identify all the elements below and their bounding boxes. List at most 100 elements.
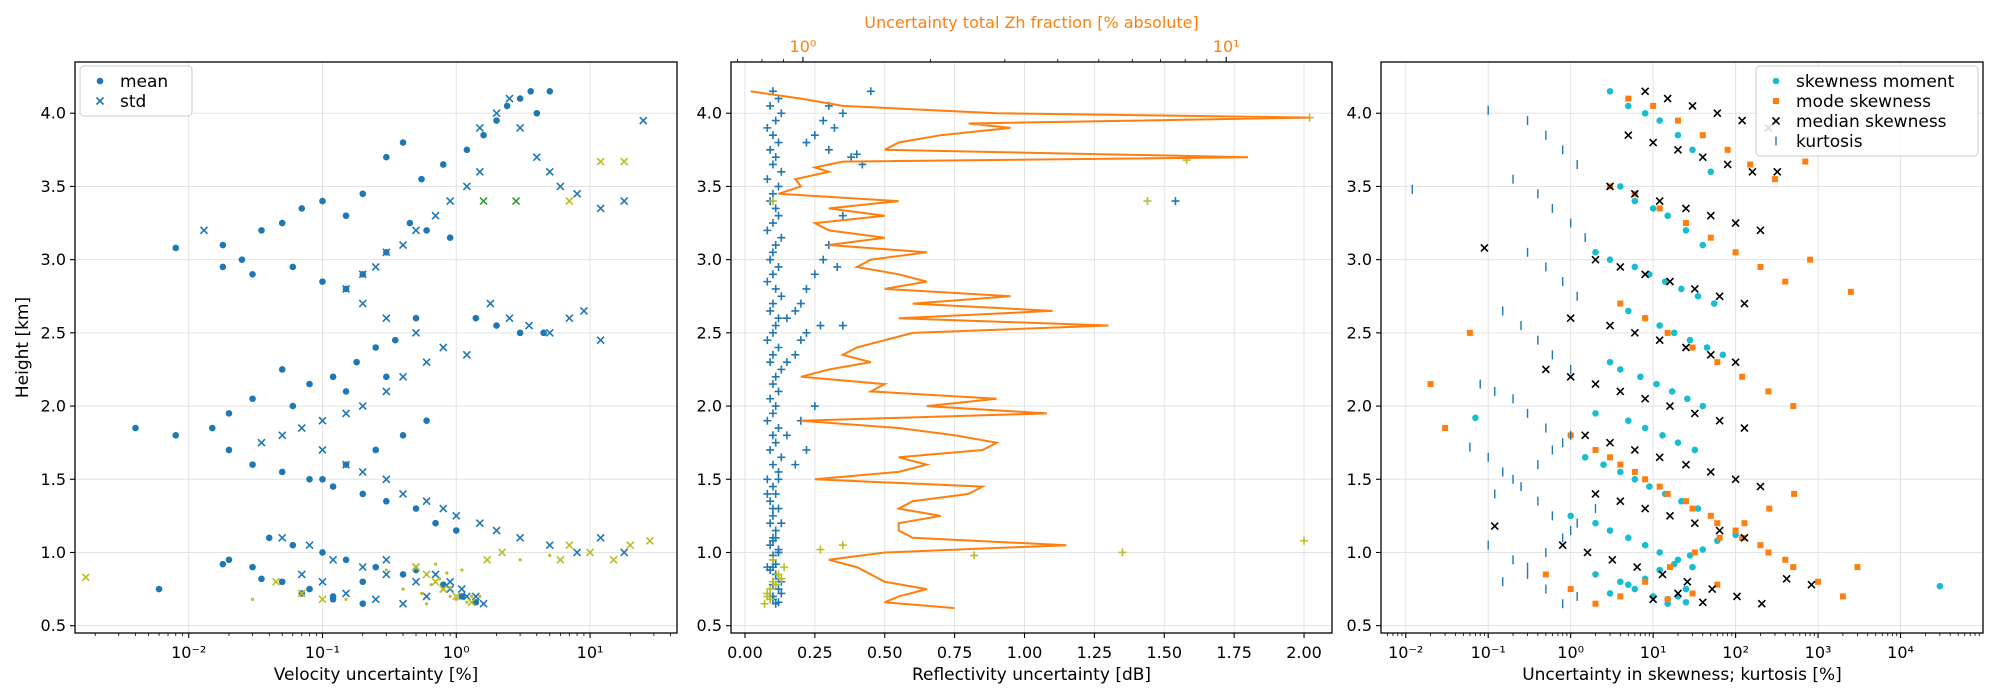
- data-point: [796, 299, 805, 308]
- data-point: [816, 321, 825, 330]
- series-reflectivity-uncertainty-low-level-: [760, 113, 1314, 608]
- data-point: [1807, 580, 1816, 589]
- data-point: [516, 533, 525, 542]
- data-point: [1665, 277, 1675, 286]
- data-point: [768, 160, 777, 169]
- data-point: [480, 131, 487, 139]
- data-point: [289, 263, 297, 271]
- data-point: [493, 117, 500, 124]
- data-point: [768, 219, 777, 228]
- data-point: [411, 226, 421, 235]
- data-point: [596, 336, 605, 345]
- data-point: [540, 329, 547, 337]
- data-point: [777, 574, 786, 583]
- grid: [75, 62, 677, 633]
- x-tick-label: 10¹: [1640, 643, 1667, 662]
- data-point: [1731, 358, 1740, 367]
- data-point: [423, 227, 430, 234]
- data-point: [1631, 263, 1639, 271]
- data-point: [545, 167, 554, 176]
- data-point: [398, 372, 408, 381]
- data-point: [771, 402, 780, 411]
- data-point: [457, 585, 466, 594]
- data-point: [306, 475, 313, 483]
- x-tick-label: 2.00: [1286, 643, 1322, 662]
- data-point: [448, 594, 452, 598]
- y-tick-label: 4.0: [1347, 104, 1372, 123]
- data-point: [1732, 592, 1742, 601]
- data-point: [1658, 570, 1667, 579]
- data-point: [768, 197, 777, 206]
- data-point: [852, 150, 861, 159]
- x-tick-label: 10⁻²: [171, 643, 206, 662]
- data-point: [546, 87, 554, 95]
- data-point: [382, 248, 391, 257]
- data-point: [358, 563, 367, 572]
- series-mean-low-level-: [250, 553, 552, 606]
- data-point: [626, 541, 635, 550]
- series-skewness-moment: [1472, 87, 1944, 608]
- data-point: [1583, 548, 1592, 557]
- series-std: [199, 94, 648, 608]
- data-point: [452, 527, 460, 534]
- data-point: [1664, 596, 1671, 603]
- y-tick-label: 1.0: [697, 543, 722, 562]
- data-point: [505, 94, 514, 103]
- data-point: [1707, 512, 1714, 519]
- data-point: [249, 461, 256, 468]
- data-point: [225, 410, 233, 417]
- data-point: [305, 541, 314, 550]
- data-point: [329, 555, 338, 564]
- data-point: [1608, 555, 1617, 564]
- x-tick-label: 10⁰: [1557, 643, 1584, 662]
- data-point: [777, 453, 786, 462]
- data-point: [771, 526, 780, 535]
- legend-label: std: [120, 92, 146, 112]
- data-point: [763, 489, 772, 498]
- series-kurtosis: [1411, 105, 1597, 609]
- data-point: [1664, 490, 1671, 497]
- data-point: [819, 255, 828, 264]
- data-point: [399, 139, 407, 146]
- y-tick-label: 1.0: [1347, 543, 1372, 562]
- data-point: [1741, 520, 1748, 527]
- data-point: [777, 167, 786, 176]
- series-median-skewness: [1480, 87, 1816, 608]
- data-point: [1674, 556, 1682, 564]
- data-point: [1674, 117, 1681, 124]
- data-point: [1600, 461, 1607, 468]
- series-std-low-level-: [81, 157, 654, 607]
- data-point: [1605, 438, 1615, 447]
- data-point: [1663, 94, 1672, 103]
- x-tick-label: 0.75: [937, 643, 973, 662]
- data-point: [382, 387, 391, 396]
- data-point: [383, 153, 390, 161]
- data-point: [1670, 329, 1678, 337]
- data-point: [774, 475, 783, 484]
- data-point: [492, 526, 501, 535]
- data-point: [1664, 329, 1671, 336]
- data-point: [265, 534, 273, 542]
- data-point: [1686, 552, 1694, 559]
- data-point: [411, 563, 421, 572]
- plot-frame: [74, 61, 678, 634]
- data-point: [1715, 526, 1724, 535]
- data-point: [1641, 504, 1650, 513]
- data-point: [1665, 511, 1675, 520]
- data-point: [774, 387, 783, 396]
- data-point: [479, 197, 488, 206]
- data-point: [768, 328, 777, 337]
- data-point: [1617, 468, 1624, 476]
- data-point: [412, 505, 420, 512]
- data-point: [620, 548, 629, 557]
- data-point: [1625, 581, 1632, 588]
- data-point: [565, 314, 574, 323]
- x-tick-label: 10²: [1722, 643, 1749, 662]
- data-point: [225, 556, 233, 564]
- x-tick-label: 10⁴: [1887, 643, 1914, 662]
- data-point: [1771, 176, 1778, 183]
- data-point: [431, 211, 440, 220]
- legend-label: skewness moment: [1796, 72, 1955, 92]
- data-point: [1839, 593, 1846, 600]
- data-point: [1757, 542, 1764, 549]
